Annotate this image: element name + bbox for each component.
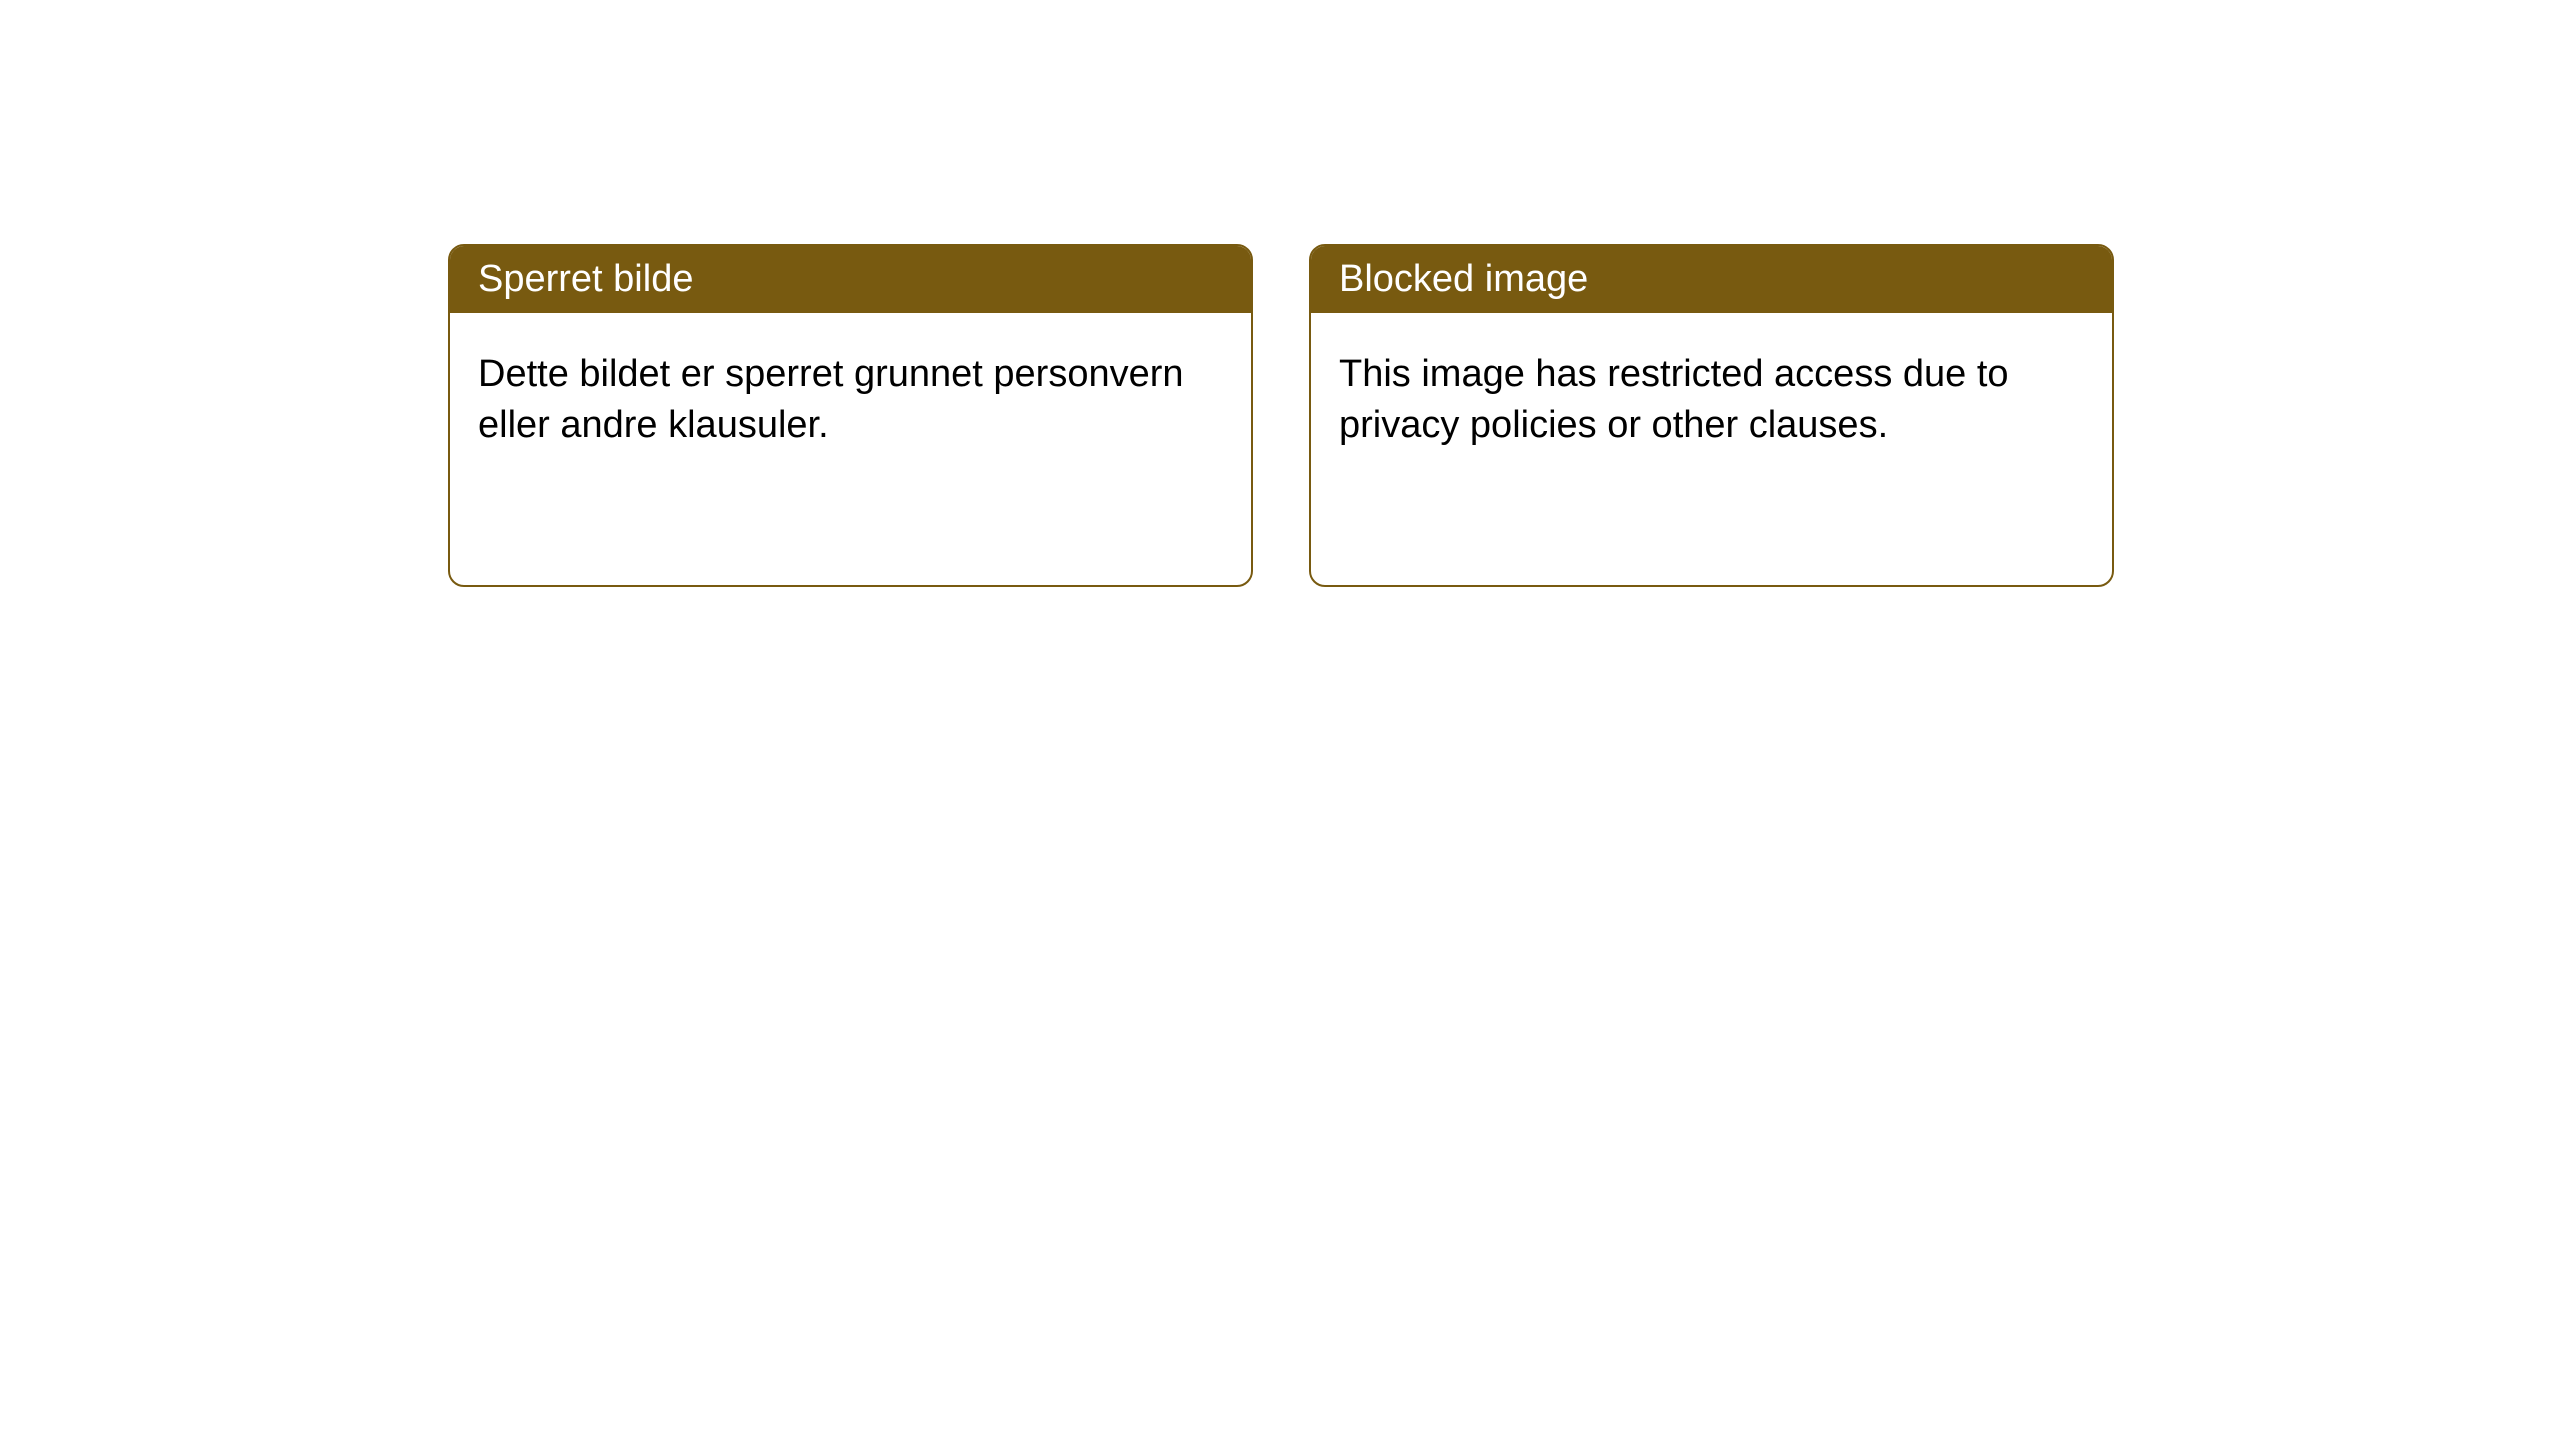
card-body: This image has restricted access due to … xyxy=(1311,313,2112,585)
card-title: Sperret bilde xyxy=(478,258,693,300)
card-blocked-image-en: Blocked image This image has restricted … xyxy=(1309,244,2114,587)
card-header: Blocked image xyxy=(1311,246,2112,313)
card-header: Sperret bilde xyxy=(450,246,1251,313)
card-body-text: Dette bildet er sperret grunnet personve… xyxy=(478,353,1184,446)
card-body-text: This image has restricted access due to … xyxy=(1339,353,2009,446)
card-body: Dette bildet er sperret grunnet personve… xyxy=(450,313,1251,585)
cards-container: Sperret bilde Dette bildet er sperret gr… xyxy=(0,0,2560,587)
card-title: Blocked image xyxy=(1339,258,1588,300)
card-blocked-image-no: Sperret bilde Dette bildet er sperret gr… xyxy=(448,244,1253,587)
